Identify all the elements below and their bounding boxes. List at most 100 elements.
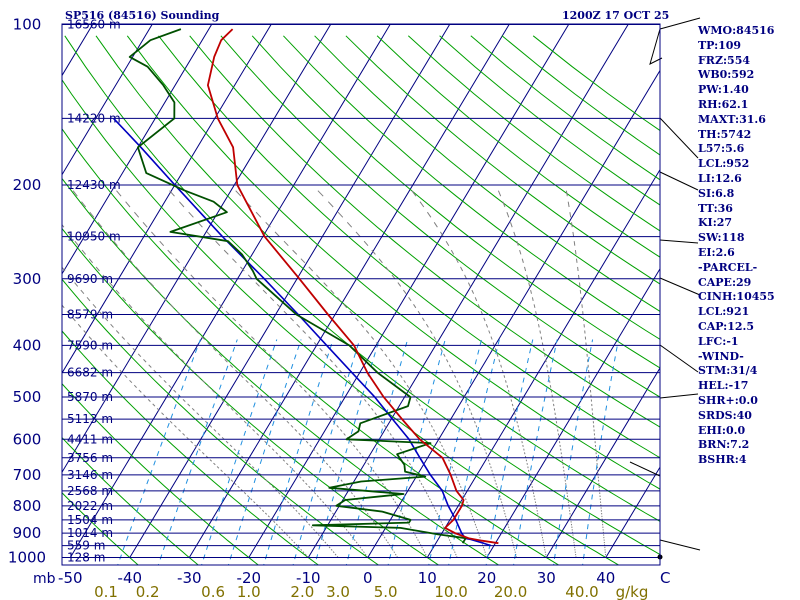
stability-indices-list: WMO:84516 TP:109 FRZ:554 WB0:592 PW:1.40 RH:6… (698, 24, 775, 468)
height-label: 6682 m (67, 366, 113, 380)
dry-adiabat (283, 35, 660, 340)
isotherm (486, 267, 660, 558)
stability-index-item: TP:109 (698, 38, 742, 52)
pressure-tick-label: 200 (13, 176, 42, 194)
dry-adiabat (62, 492, 139, 565)
mixing-ratio-tick-label: 0.2 (136, 583, 160, 600)
isotherm (307, 24, 629, 558)
dry-adiabat (62, 330, 320, 565)
height-label: 3146 m (67, 468, 113, 482)
mixing-ratio-tick-label: 0.6 (201, 583, 225, 600)
height-label: 2568 m (67, 484, 113, 498)
dry-adiabat (345, 35, 660, 285)
stability-index-item: EHI:0.0 (698, 423, 746, 437)
temperature-tick-label: 30 (537, 569, 556, 587)
isotherm (367, 69, 660, 558)
pressure-tick-label: 500 (13, 388, 42, 406)
moist-adiabat (62, 266, 339, 558)
moist-adiabat (169, 190, 458, 558)
height-label: 1504 m (67, 513, 113, 527)
wind-barb (659, 539, 701, 551)
mixing-ratio-tick-label: 3.0 (326, 583, 350, 600)
dry-adiabat (62, 227, 440, 565)
isotherm-lines (62, 24, 660, 558)
wind-barb (659, 117, 699, 159)
stability-index-item: WMO:84516 (698, 24, 775, 37)
wind-barb (659, 344, 699, 373)
height-label: 4411 m (67, 432, 113, 446)
moist-adiabat (317, 190, 517, 558)
mixing-ratio-tick-label: 5.0 (374, 583, 398, 600)
moist-adiabat (411, 190, 547, 558)
isotherm (188, 24, 510, 558)
mixing-ratio-tick-label: 10.0 (434, 583, 467, 600)
height-label: 14220 m (67, 111, 121, 125)
isotherm (62, 24, 272, 374)
height-label: 8579 m (67, 307, 113, 321)
stability-index-item: SI:6.8 (698, 186, 735, 200)
moist-adiabat (62, 304, 309, 558)
dry-adiabat (314, 35, 660, 312)
wind-barb (659, 277, 701, 296)
stability-index-item: LFC:-1 (698, 334, 739, 348)
dry-adiabat (62, 177, 500, 565)
moist-adiabat (565, 190, 607, 558)
dry-adiabat (189, 35, 660, 428)
pressure-tick-label: 900 (13, 524, 42, 542)
stability-index-item: TT:36 (698, 201, 733, 215)
height-label: 7590 m (67, 338, 113, 352)
stability-index-item: SHR+:0.0 (698, 393, 758, 407)
height-label: 10950 m (67, 230, 121, 244)
stability-index-item: RH:62.1 (698, 97, 749, 111)
pressure-tick-label: 400 (13, 336, 42, 354)
moist-adiabat (235, 190, 488, 558)
wind-barb (659, 17, 701, 30)
dewpoint-profile-line (128, 28, 467, 544)
height-label: 128 m (67, 551, 105, 565)
isotherm (605, 466, 660, 558)
mixing-ratio-line (263, 339, 334, 565)
stability-index-item: -PARCEL- (698, 260, 758, 274)
mixing-ratio-tick-labels: 0.1 0.2 0.6 1.0 2.0 3.0 5.0 10.0 20.0 40.0 g/kg (94, 583, 648, 600)
moist-adiabat (72, 190, 399, 558)
stability-index-item: BSHR:4 (698, 453, 747, 467)
height-label: 1014 m (67, 526, 113, 540)
wind-barb (629, 461, 661, 477)
temperature-tick-label: 0 (363, 569, 373, 587)
plot-background (62, 24, 660, 565)
height-label: 559 m (67, 539, 105, 553)
temperature-tick-label: -20 (237, 569, 262, 587)
sounding-profiles (113, 28, 499, 547)
pressure-tick-label: 700 (13, 466, 42, 484)
pressure-tick-labels: 100 200 300 400 500 600 700 800 900 1000 mb (8, 16, 56, 588)
temperature-tick-label: -40 (118, 569, 143, 587)
dry-adiabat (158, 35, 660, 459)
moist-adiabat (62, 223, 369, 558)
isotherm (69, 24, 391, 558)
stability-index-item: SW:118 (698, 231, 745, 245)
temperature-tick-labels: -50 -40 -30 -20 -10 0 10 20 30 40 C (58, 569, 670, 587)
dry-adiabat (220, 35, 660, 398)
height-label: 2022 m (67, 499, 113, 513)
dry-adiabat (126, 35, 660, 490)
isotherm (62, 24, 213, 275)
isotherm (426, 168, 660, 558)
isotherm (248, 24, 570, 558)
temperature-tick-label: 40 (596, 569, 615, 587)
dry-adiabat (64, 35, 660, 556)
height-label: 9690 m (67, 272, 113, 286)
mixing-ratio-unit-label: g/kg (616, 583, 649, 600)
pressure-tick-label: 1000 (8, 549, 46, 567)
stability-index-item: CAPE:29 (698, 275, 752, 289)
dry-adiabat (62, 278, 380, 565)
stability-index-item: EI:2.6 (698, 245, 735, 259)
valid-time: 1200Z 17 OCT 25 (562, 9, 670, 22)
stability-index-item: L57:5.6 (698, 142, 745, 156)
dry-adiabat (62, 128, 560, 565)
stability-index-item: LI:12.6 (698, 171, 742, 185)
stability-index-item: FRZ:554 (698, 53, 751, 67)
station-title: SP516 (84516) Sounding (65, 9, 220, 22)
height-label: 3756 m (67, 451, 113, 465)
